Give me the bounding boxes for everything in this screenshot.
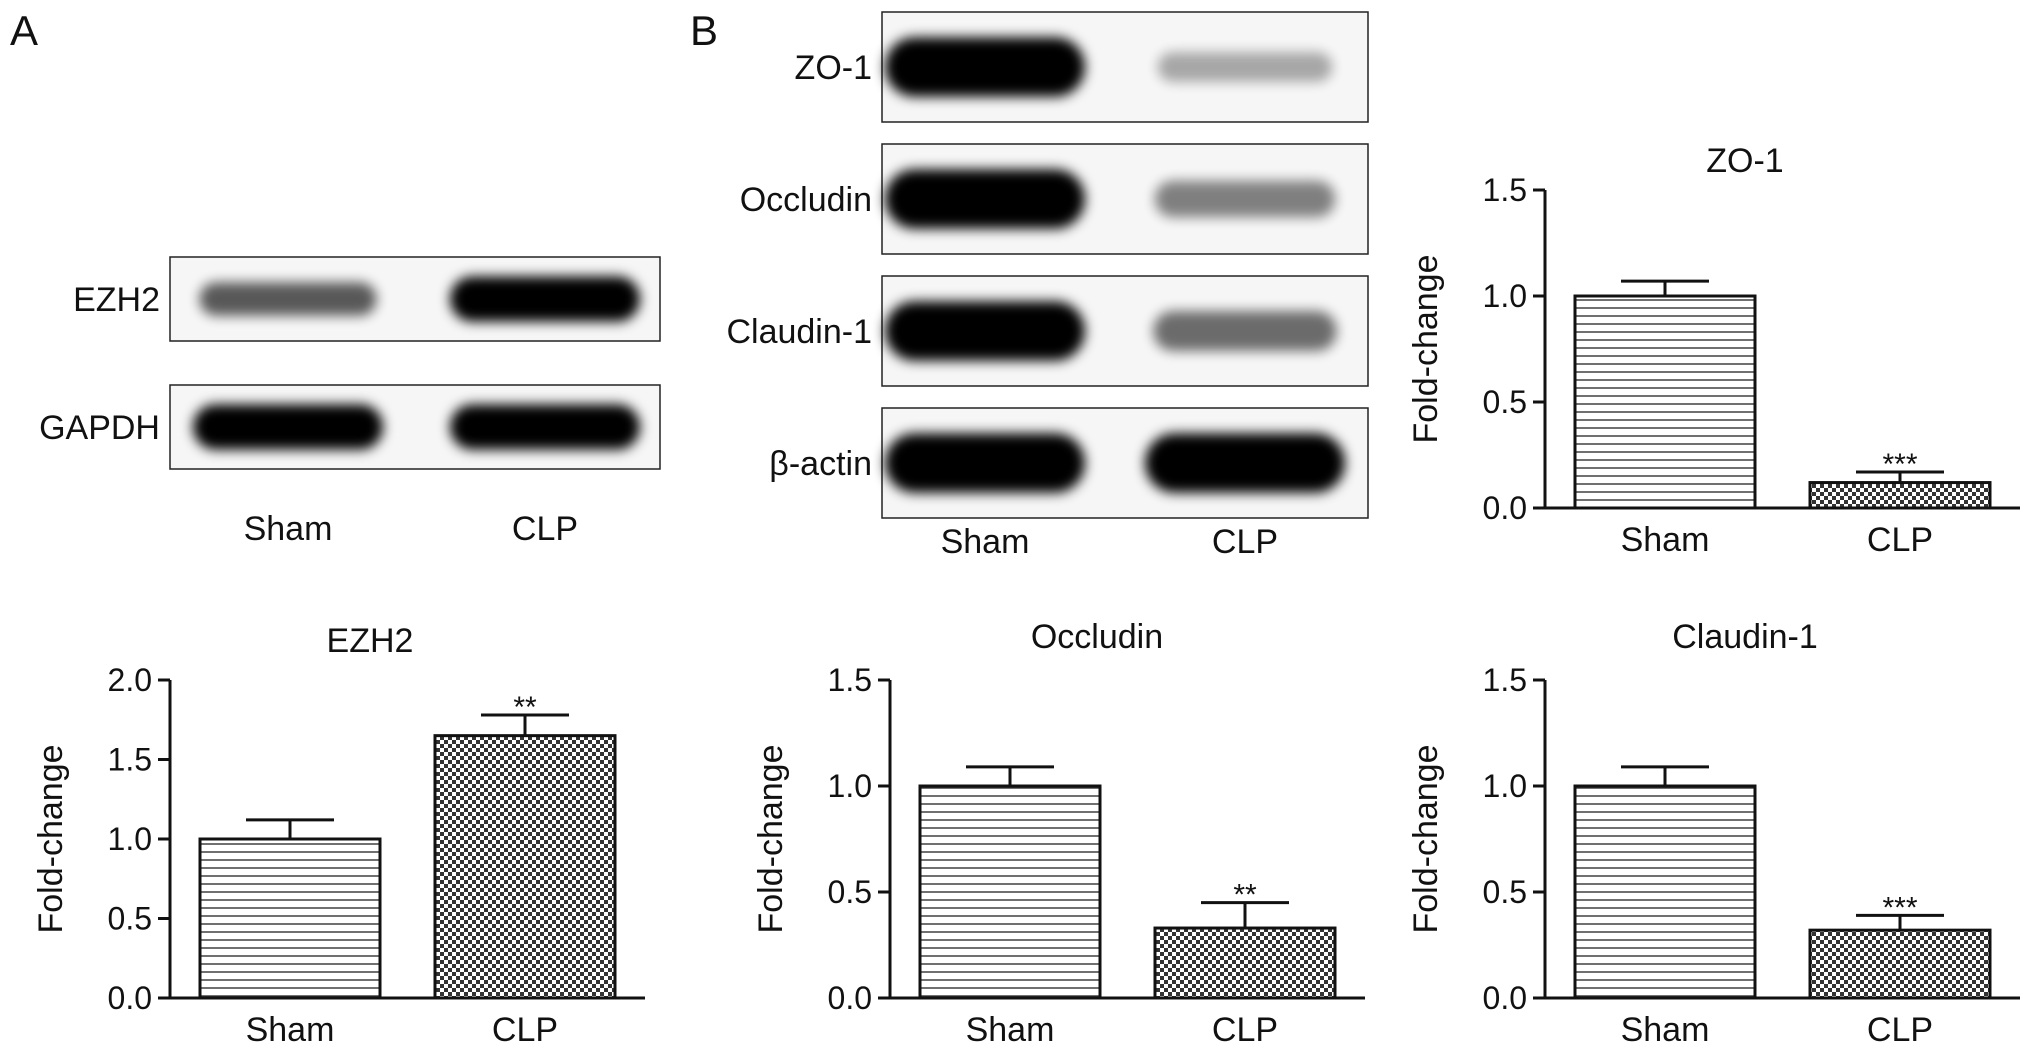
y-tick-label-occludin-3: 1.5 [828, 662, 872, 698]
chart-title-ezh2: EZH2 [327, 622, 414, 660]
significance-occludin-clp: ** [1233, 879, 1257, 912]
blot-band-claudin-1-sham [885, 301, 1085, 361]
y-tick-label-ezh2-0: 0.0 [108, 980, 152, 1016]
y-tick-label-zo1-0: 0.0 [1483, 490, 1527, 526]
y-tick-label-zo1-1: 0.5 [1483, 384, 1527, 420]
western-blot-panel-b: ZO-1 Occludin Claudin-1 β-actin Sham CLP [726, 11, 1369, 561]
y-tick-label-ezh2-3: 1.5 [108, 742, 152, 778]
x-tick-label-ezh2-clp: CLP [492, 1011, 558, 1049]
blot-lane-label-sham: Sham [244, 510, 333, 548]
y-tick-label-claudin1-2: 1.0 [1483, 768, 1527, 804]
significance-zo1-clp: *** [1882, 448, 1917, 481]
significance-ezh2-clp: ** [513, 691, 537, 724]
y-axis-label-ezh2: Fold-change [32, 744, 70, 933]
bar-chart-claudin1: Claudin-1 0.0 0.5 1.0 1.5 Fold-change Sham *** C… [1407, 618, 2020, 1049]
bar-ezh2-sham [198, 837, 382, 1000]
bar-zo1-clp [1808, 481, 1992, 510]
bar-zo1-sham [1573, 294, 1757, 510]
blot-label-ezh2: EZH2 [73, 281, 160, 319]
western-blot-panel-a: EZH2 GAPDH Sham CLP [39, 256, 661, 548]
y-tick-label-zo1-3: 1.5 [1483, 172, 1527, 208]
bar-claudin1-sham [1573, 784, 1757, 1000]
blot-label-zo-1: ZO-1 [795, 49, 872, 87]
blot-lane-label-clp: CLP [512, 510, 578, 548]
x-tick-label-occludin-clp: CLP [1212, 1011, 1278, 1049]
chart-title-claudin1: Claudin-1 [1672, 618, 1818, 656]
y-axis-label-claudin1: Fold-change [1407, 744, 1445, 933]
blot-band-claudin-1-clp [1153, 310, 1337, 352]
bar-occludin-sham [918, 784, 1102, 1000]
y-tick-label-occludin-1: 0.5 [828, 874, 872, 910]
y-tick-label-occludin-2: 1.0 [828, 768, 872, 804]
chart-title-zo1: ZO-1 [1706, 142, 1783, 180]
x-tick-label-zo1-clp: CLP [1867, 521, 1933, 559]
blot-band-gapdh-clp [450, 404, 640, 450]
y-tick-label-occludin-0: 0.0 [828, 980, 872, 1016]
x-tick-label-occludin-sham: Sham [966, 1011, 1055, 1049]
blot-label-claudin-1: Claudin-1 [726, 313, 872, 351]
blot-band-zo-1-sham [885, 37, 1085, 97]
blot-band-actin-clp [1145, 433, 1345, 493]
bar-occludin-clp [1153, 926, 1337, 1000]
y-tick-label-claudin1-3: 1.5 [1483, 662, 1527, 698]
blot-band-gapdh-sham [193, 404, 383, 450]
y-axis-label-occludin: Fold-change [752, 744, 790, 933]
y-tick-label-zo1-2: 1.0 [1483, 278, 1527, 314]
y-tick-label-ezh2-4: 2.0 [108, 662, 152, 698]
bar-chart-occludin: Occludin 0.0 0.5 1.0 1.5 Fold-change Sham ** CLP [752, 618, 1365, 1049]
x-tick-label-ezh2-sham: Sham [246, 1011, 335, 1049]
x-tick-label-zo1-sham: Sham [1621, 521, 1710, 559]
blot-band-occludin-clp [1154, 180, 1336, 218]
blot-band-zo-1-clp [1157, 52, 1333, 82]
blot-band-ezh2-clp [450, 276, 640, 322]
blot-label-occludin: Occludin [740, 181, 872, 219]
bar-ezh2-clp [433, 734, 617, 1000]
blot-band-actin-sham [885, 433, 1085, 493]
x-tick-label-claudin1-sham: Sham [1621, 1011, 1710, 1049]
significance-claudin1-clp: *** [1882, 891, 1917, 924]
y-axis-label-zo1: Fold-change [1407, 254, 1445, 443]
blot-lane-label-clp: CLP [1212, 523, 1278, 561]
blot-band-occludin-sham [885, 169, 1085, 229]
bar-chart-ezh2: EZH2 0.0 0.5 1.0 1.5 2.0 Fold-change Sham ** CLP [32, 622, 645, 1049]
bar-claudin1-clp [1808, 928, 1992, 1000]
blot-label-gapdh: GAPDH [39, 409, 160, 447]
blot-lane-label-sham: Sham [941, 523, 1030, 561]
panel-label-b: B [690, 7, 718, 54]
blot-label-actin: β-actin [769, 445, 872, 483]
y-tick-label-claudin1-0: 0.0 [1483, 980, 1527, 1016]
blot-band-ezh2-sham [199, 282, 377, 316]
y-tick-label-claudin1-1: 0.5 [1483, 874, 1527, 910]
bar-chart-zo1: ZO-1 0.0 0.5 1.0 1.5 Fold-change Sham *** CLP [1407, 142, 2020, 559]
panel-label-a: A [10, 7, 38, 54]
y-tick-label-ezh2-2: 1.0 [108, 821, 152, 857]
chart-title-occludin: Occludin [1031, 618, 1163, 656]
y-tick-label-ezh2-1: 0.5 [108, 901, 152, 937]
x-tick-label-claudin1-clp: CLP [1867, 1011, 1933, 1049]
